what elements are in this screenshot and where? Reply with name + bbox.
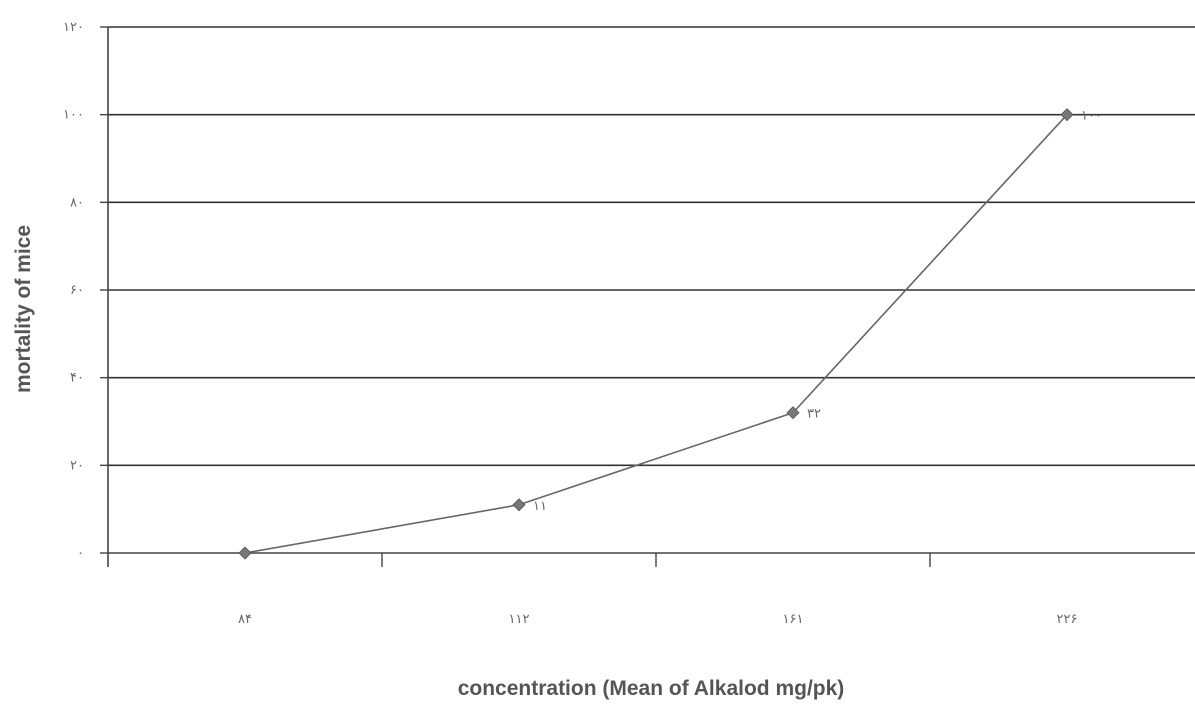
x-tick-labels: ۸۴ ۱۱۲ ۱۶۱ ۲۲۶	[238, 612, 1077, 627]
y-tick-label: ۴۰	[70, 371, 84, 386]
y-tick-label: ۲۰	[70, 458, 84, 473]
data-point-marker	[238, 546, 252, 560]
x-axis-title: concentration (Mean of Alkalod mg/pk)	[458, 677, 845, 700]
axes	[100, 26, 1195, 567]
series	[238, 108, 1074, 560]
y-tick-label: ۱۰۰	[63, 108, 84, 123]
y-tick-label: ۶۰	[70, 283, 84, 298]
data-point-marker	[512, 498, 526, 512]
y-axis-title: mortality of mice	[12, 225, 35, 393]
data-label: ۳۲	[807, 407, 821, 422]
x-tick-label: ۱۶۱	[783, 612, 804, 627]
y-tick-label: ۸۰	[70, 195, 84, 210]
data-point-marker	[1060, 108, 1074, 122]
series-line	[244, 114, 1068, 554]
y-tick-label: ۱۲۰	[63, 20, 84, 35]
x-tick-label: ۸۴	[238, 612, 252, 627]
data-label: ۱۰۰	[1081, 109, 1102, 124]
data-label: ۱۱	[533, 499, 547, 514]
y-tick-label: ۰	[77, 546, 84, 561]
y-tick-labels: ۰ ۲۰ ۴۰ ۶۰ ۸۰ ۱۰۰ ۱۲۰	[63, 20, 84, 561]
x-tick-label: ۱۱۲	[509, 612, 530, 627]
data-labels: ۱۱ ۳۲ ۱۰۰	[533, 109, 1102, 514]
data-point-marker	[786, 406, 800, 420]
gridlines	[108, 26, 1195, 467]
x-tick-label: ۲۲۶	[1057, 612, 1078, 627]
